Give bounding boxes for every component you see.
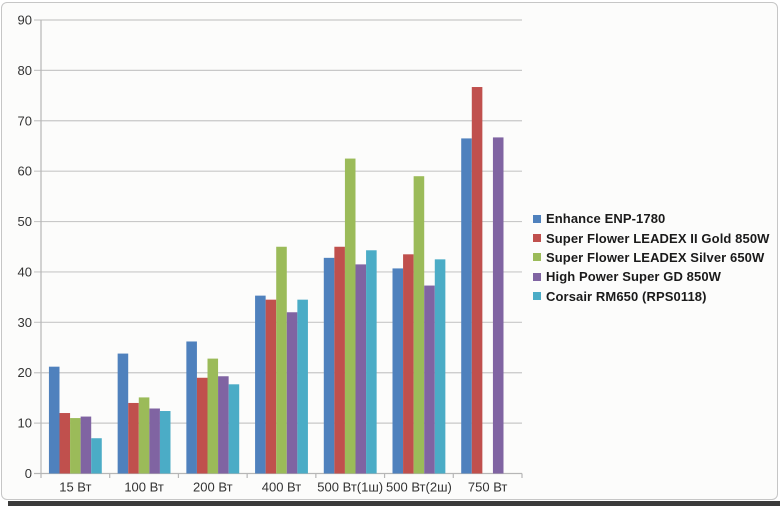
x-axis-category-label: 15 Вт <box>59 480 91 495</box>
bar-series1-cat7 <box>461 138 472 474</box>
bar-series5-cat3 <box>228 384 240 474</box>
bar-series4-cat3 <box>218 376 229 474</box>
bar-series1-cat1 <box>48 366 60 474</box>
bar-series3-cat1 <box>70 418 81 474</box>
bar-series1-cat2 <box>117 353 129 474</box>
bar-series2-cat7 <box>471 87 483 474</box>
y-axis-tick-label: 30 <box>18 315 32 330</box>
chart-legend: Enhance ENP-1780 Super Flower LEADEX II G… <box>533 209 770 306</box>
x-axis-category-label: 500 Вт(2ш) <box>386 480 452 495</box>
bar-series2-cat5 <box>334 246 345 474</box>
bar-series2-cat2 <box>128 402 139 474</box>
bar-series2-cat4 <box>265 299 277 474</box>
legend-color-swatch-icon <box>533 253 541 262</box>
bar-series5-cat1 <box>91 438 102 474</box>
y-axis-tick-label: 80 <box>18 63 32 78</box>
legend-color-swatch-icon <box>533 214 541 223</box>
bar-series2-cat1 <box>59 413 71 474</box>
bar-series1-cat4 <box>255 295 266 474</box>
legend-label: Corsair RM650 (RPS0118) <box>546 288 707 304</box>
x-axis-category-label: 750 Вт <box>468 480 508 495</box>
bar-series5-cat6 <box>434 259 446 474</box>
bar-series1-cat6 <box>392 268 404 474</box>
bar-series3-cat5 <box>344 158 356 474</box>
x-axis-category-label: 100 Вт <box>124 480 164 495</box>
y-axis-tick-label: 10 <box>18 416 32 431</box>
bar-series3-cat6 <box>413 176 425 474</box>
legend-label: Super Flower LEADEX II Gold 850W <box>546 230 770 246</box>
bar-series4-cat1 <box>80 416 92 474</box>
legend-color-swatch-icon <box>533 234 541 243</box>
y-axis-tick-label: 0 <box>25 466 32 481</box>
bar-series5-cat5 <box>366 250 377 474</box>
x-axis-category-label: 400 Вт <box>262 480 302 495</box>
bar-series2-cat3 <box>196 377 208 474</box>
bar-chart-svg: 0 10 20 30 40 50 60 70 80 90 15 Вт 100 Вт 200 Вт 400 … <box>18 13 523 495</box>
legend-item-3: Super Flower LEADEX Silver 650W <box>533 248 770 267</box>
legend-label: High Power Super GD 850W <box>546 269 722 285</box>
legend-item-5: Corsair RM650 (RPS0118) <box>533 287 770 306</box>
legend-label: Super Flower LEADEX Silver 650W <box>546 249 765 265</box>
legend-item-1: Enhance ENP-1780 <box>533 209 770 228</box>
bar-series4-cat4 <box>286 312 298 474</box>
bar-series1-cat5 <box>323 257 335 474</box>
bottom-strip <box>8 501 780 506</box>
x-axis-category-label: 200 Вт <box>193 480 233 495</box>
bar-series4-cat6 <box>424 285 435 474</box>
bar-series4-cat7 <box>492 137 504 474</box>
y-axis-tick-label: 90 <box>18 13 32 28</box>
bar-series3-cat3 <box>207 358 219 474</box>
bar-series1-cat3 <box>186 341 197 474</box>
legend-item-4: High Power Super GD 850W <box>533 267 770 286</box>
bar-series2-cat6 <box>403 254 414 474</box>
y-axis-tick-label: 50 <box>18 214 32 229</box>
y-axis-tick-label: 70 <box>18 113 32 128</box>
legend-label: Enhance ENP-1780 <box>546 211 666 227</box>
bar-series4-cat2 <box>149 408 160 474</box>
bar-series3-cat4 <box>276 246 287 474</box>
bar-series4-cat5 <box>355 264 367 474</box>
y-axis-tick-label: 60 <box>18 164 32 179</box>
x-axis-category-label: 500 Вт(1ш) <box>317 480 383 495</box>
y-axis-tick-label: 40 <box>18 264 32 279</box>
bar-series3-cat2 <box>138 397 150 474</box>
y-axis-tick-label: 20 <box>18 365 32 380</box>
legend-color-swatch-icon <box>533 272 541 281</box>
legend-color-swatch-icon <box>533 292 541 301</box>
bar-series5-cat2 <box>159 411 171 474</box>
legend-item-2: Super Flower LEADEX II Gold 850W <box>533 228 770 247</box>
bar-series5-cat4 <box>297 299 308 474</box>
